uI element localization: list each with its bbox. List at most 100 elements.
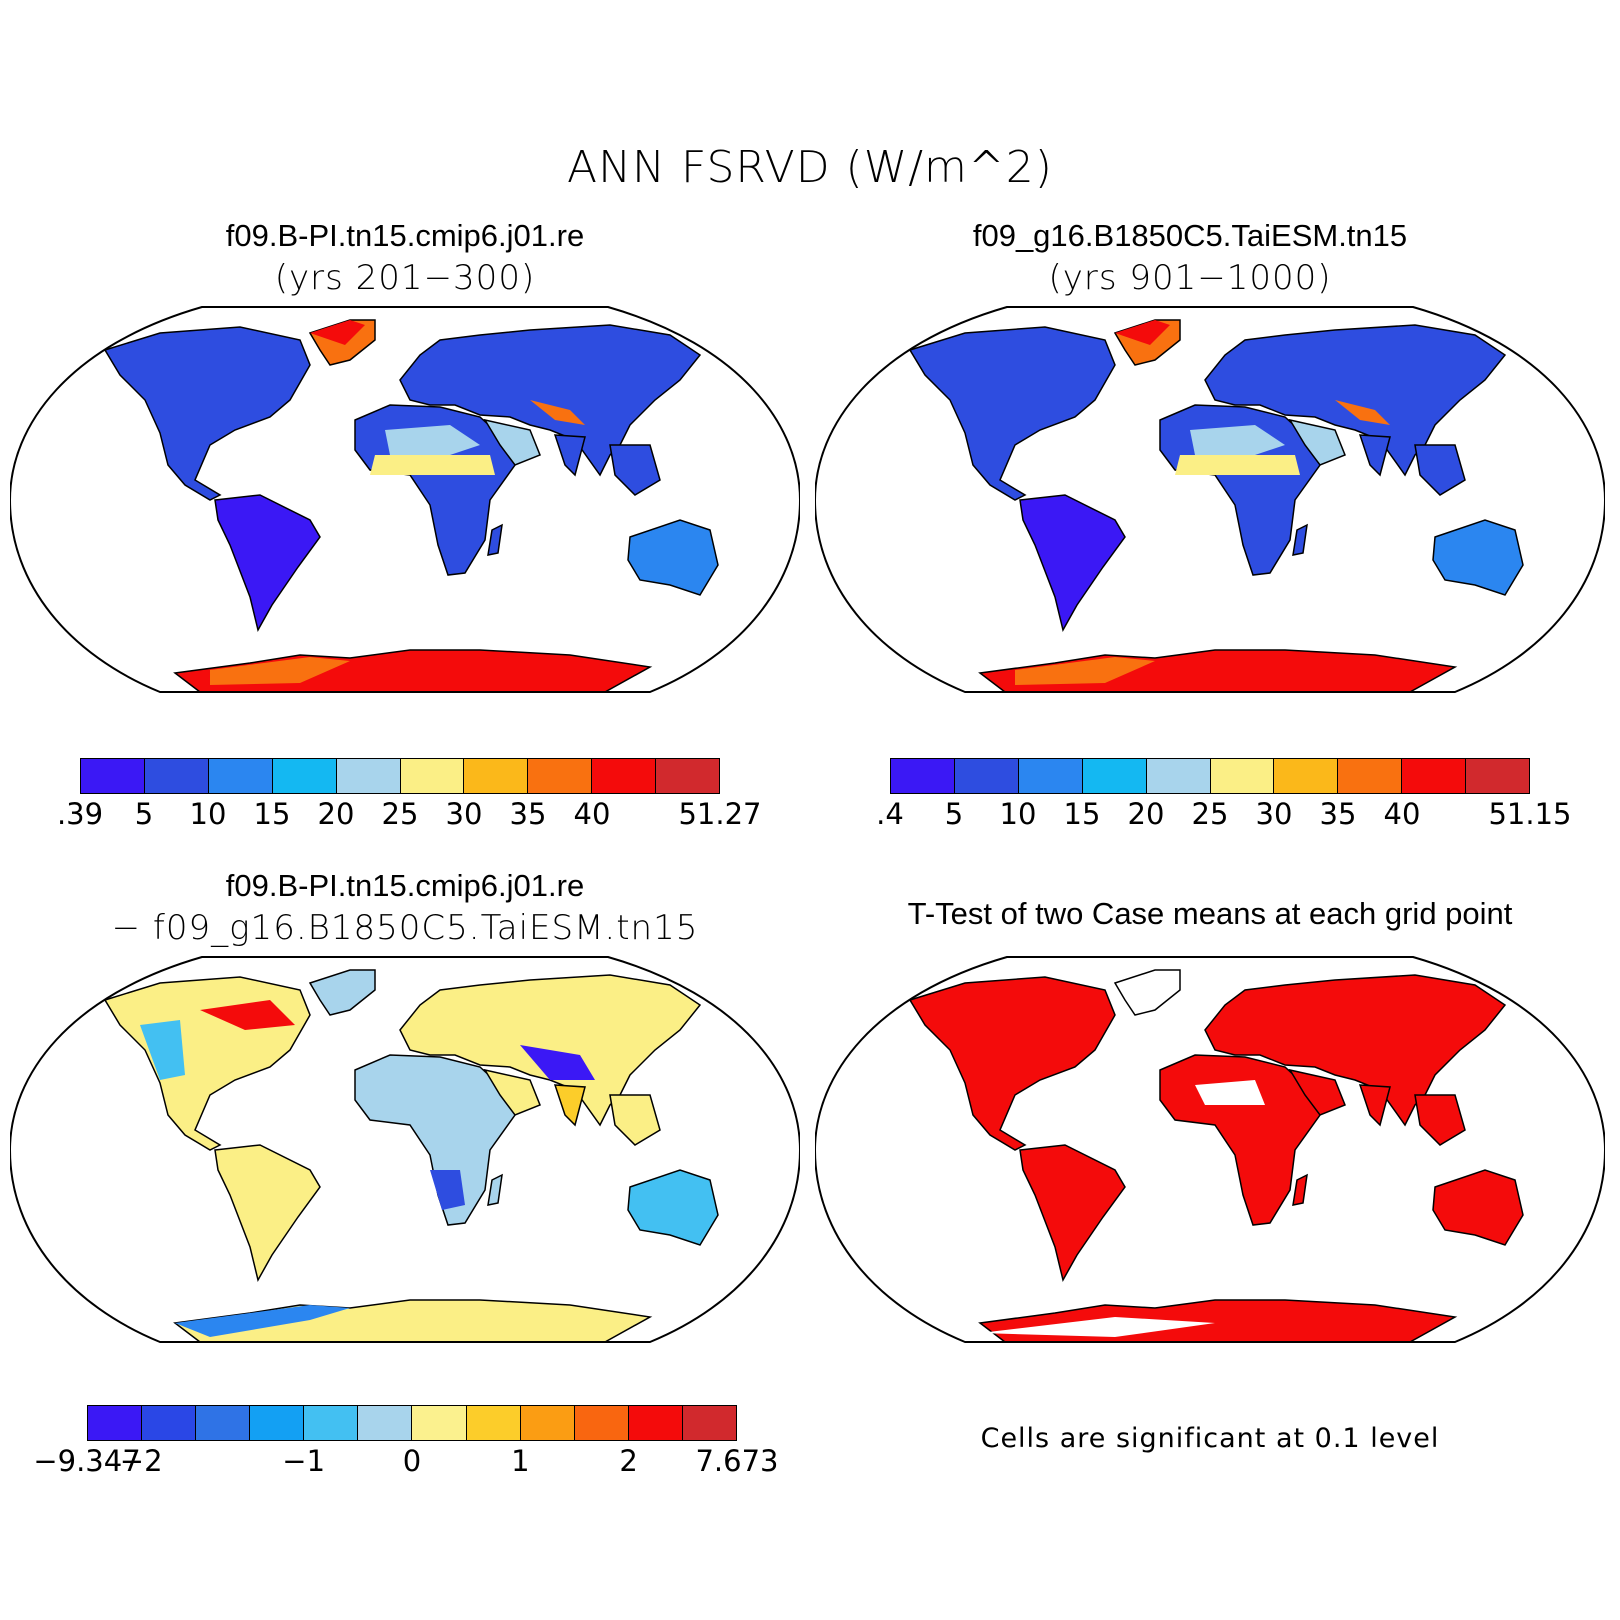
landmass-northAmerica [908,326,1116,501]
colorbar-tick-label: 10 [999,797,1037,831]
colorbar-swatch [336,759,401,793]
panel2-subtitle: (yrs 901−1000) [1048,258,1332,298]
colorbar-tick-label: .39 [56,797,104,831]
landmass-madagascar [1292,1173,1308,1206]
colorbar-swatch [891,759,955,793]
panel2-title: f09_g16.B1850C5.TaiESM.tn15 [972,218,1408,253]
landmass-northAmerica [103,976,311,1151]
field-patch [310,320,365,345]
colorbar-tick-label: 35 [509,797,547,831]
colorbar-swatch [466,1406,521,1440]
colorbar-tick-label: 30 [1255,797,1293,831]
colorbar-swatch [196,1406,251,1440]
panel1-map [10,306,800,693]
colorbar-swatch [412,1406,467,1440]
landmass-madagascar [1292,523,1308,556]
colorbar-swatch [1210,759,1275,793]
panel3-subtitle: − f09_g16.B1850C5.TaiESM.tn15 [111,908,699,948]
map-border [10,956,800,1343]
landmass-india [553,434,586,477]
map-border [815,956,1605,1343]
landmass-india [1358,434,1391,477]
colorbar-swatch [208,759,273,793]
field-patch [210,657,350,685]
panel4-title: T-Test of two Case means at each grid po… [907,896,1513,931]
panel3-colorbar [87,1405,737,1441]
map-border [10,306,800,693]
colorbar-swatch [1274,759,1339,793]
field-patch [175,1305,350,1337]
colorbar-tick-label: −2 [119,1444,163,1478]
colorbar-swatch [400,759,465,793]
colorbar-tick-label: 15 [1063,797,1101,831]
colorbar-swatch [88,1406,143,1440]
colorbar-tick-label: −9.347 [33,1444,141,1478]
landmass-northAmerica [103,326,311,501]
landmass-southAmerica [1019,1144,1126,1283]
colorbar-tick-label: 20 [317,797,355,831]
colorbar-swatch [528,759,593,793]
colorbar-tick-label: 51.27 [678,797,762,831]
colorbar-swatch [81,759,145,793]
landmass-seAsia [1414,1094,1466,1146]
colorbar-tick-label: 30 [445,797,483,831]
field-patch [520,1045,595,1080]
figure-title: ANN FSRVD (W/m^2) [567,142,1053,193]
panel4-map [815,956,1605,1343]
colorbar-swatch [592,759,657,793]
panel2-map [815,306,1605,693]
landmass-seAsia [1414,444,1466,496]
colorbar-tick-label: 20 [1127,797,1165,831]
field-patch [200,1000,295,1030]
colorbar-tick-label: .4 [876,797,904,831]
colorbar-swatch [272,759,337,793]
landmass-australia [1432,1169,1524,1246]
colorbar-swatch [1146,759,1211,793]
landmass-australia [1432,519,1524,596]
colorbar-swatch [656,759,720,793]
colorbar-tick-label: 25 [381,797,419,831]
colorbar-tick-label: 15 [253,797,291,831]
colorbar-swatch [682,1406,736,1440]
field-patch [1015,657,1155,685]
panel1-title: f09.B-PI.tn15.cmip6.j01.re [225,218,585,253]
significance-note: Cells are significant at 0.1 level [980,1423,1440,1454]
field-patch [980,1317,1215,1337]
field-patch [1175,455,1300,475]
colorbar-tick-label: 2 [619,1444,638,1478]
colorbar-tick-label: 5 [944,797,964,831]
landmass-southAmerica [1019,494,1126,633]
colorbar-swatch [358,1406,413,1440]
landmass-antarctica [978,1299,1458,1342]
colorbar-tick-label: −1 [282,1444,326,1478]
colorbar-tick-label: 10 [189,797,227,831]
landmass-arabia [483,1068,541,1116]
landmass-india [553,1084,586,1127]
landmass-madagascar [487,1173,503,1206]
field-patch [1335,400,1390,425]
landmass-madagascar [487,523,503,556]
landmass-greenland [1113,969,1181,1016]
landmass-australia [627,1169,719,1246]
field-patch [140,1020,185,1080]
colorbar-tick-label: 7.673 [695,1444,779,1478]
landmass-greenland [308,969,376,1016]
colorbar-swatch [574,1406,629,1440]
colorbar-swatch [144,759,209,793]
colorbar-swatch [1082,759,1147,793]
field-patch [1195,1080,1265,1105]
panel2-colorbar [890,758,1530,794]
colorbar-tick-label: 40 [573,797,611,831]
landmass-northAmerica [908,976,1116,1151]
colorbar-tick-label: 25 [1191,797,1229,831]
panel3-colorbar-ticks: −9.347 −2 −1 0 1 2 7.673 [33,1444,778,1480]
colorbar-swatch [1338,759,1403,793]
panel1-subtitle: (yrs 201−300) [274,258,536,298]
field-patch [430,1170,465,1210]
landmass-arabia [1288,1068,1346,1116]
colorbar-tick-label: 40 [1383,797,1421,831]
landmass-africa [354,1054,516,1226]
colorbar-swatch [628,1406,683,1440]
landmass-india [1358,1084,1391,1127]
panel1-colorbar [80,758,720,794]
